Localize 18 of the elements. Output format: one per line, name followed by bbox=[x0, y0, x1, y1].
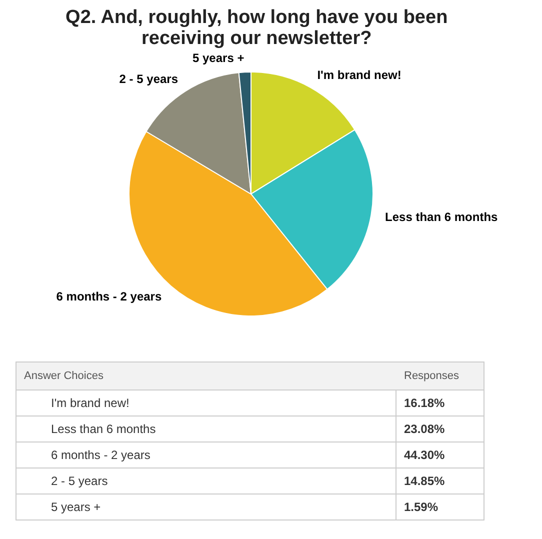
slice-label: Less than 6 months bbox=[385, 210, 498, 224]
slice-label: 2 - 5 years bbox=[119, 72, 178, 86]
text: 23.08% bbox=[404, 422, 446, 436]
text: 16.18% bbox=[404, 396, 446, 410]
text: Responses bbox=[404, 370, 460, 382]
category-label: 6 months - 2 years bbox=[51, 448, 150, 462]
text: 14.85% bbox=[404, 474, 446, 488]
slice-label: 5 years + bbox=[192, 51, 244, 66]
category-label: 2 - 5 years bbox=[51, 474, 108, 488]
category-label: Less than 6 months bbox=[51, 422, 156, 436]
text: 44.30% bbox=[404, 448, 446, 462]
text: Answer Choices bbox=[24, 370, 104, 382]
chart-title: Q2. And, roughly, how long have you been receiving our newsletter? bbox=[66, 7, 448, 50]
slice-label: I'm brand new! bbox=[317, 68, 402, 82]
slice-label: 6 months - 2 years bbox=[56, 290, 162, 304]
category-label: 5 years + bbox=[51, 500, 101, 514]
category-label: I'm brand new! bbox=[51, 396, 130, 410]
text: 1.59% bbox=[404, 500, 438, 514]
